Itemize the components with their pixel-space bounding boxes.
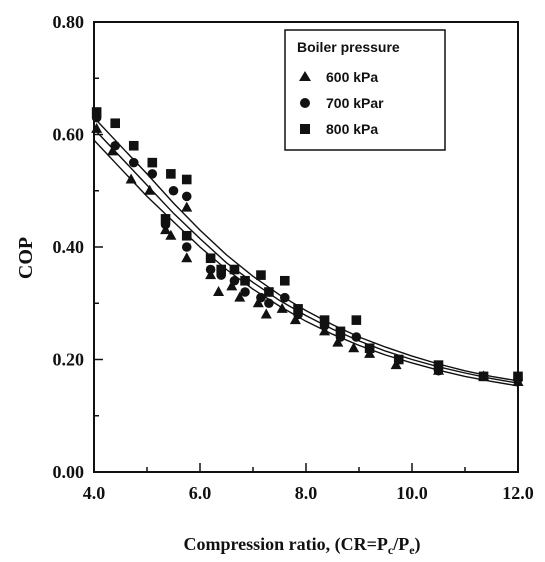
data-point-triangle: [125, 173, 137, 184]
data-point-square: [335, 326, 346, 337]
x-tick-label: 10.0: [396, 483, 428, 503]
data-point-circle: [256, 292, 266, 303]
data-point-square: [513, 371, 523, 382]
legend-item-700: 700 kPar: [300, 95, 384, 111]
fit-line-circle: [93, 128, 519, 384]
data-point-square: [256, 270, 266, 280]
data-point-triangle: [181, 252, 193, 263]
fit-line-square: [93, 117, 519, 382]
data-point-triangle: [289, 314, 301, 325]
square-marker-icon: [300, 124, 310, 134]
legend-label-700: 700 kPar: [326, 95, 384, 111]
x-axis-label-mid: /P: [392, 534, 409, 554]
y-tick-label: 0.20: [53, 350, 85, 370]
legend-item-800: 800 kPa: [300, 121, 378, 137]
data-point-circle: [240, 287, 250, 297]
data-point-square: [478, 371, 489, 382]
legend-label-600: 600 kPa: [326, 69, 378, 85]
fit-lines: [93, 117, 519, 387]
y-tick-label: 0.40: [53, 237, 85, 257]
data-point-triangle: [252, 297, 264, 308]
data-point-square: [433, 360, 444, 370]
x-axis-label-main: Compression ratio, (CR=P: [183, 534, 387, 555]
legend-label-800: 800 kPa: [326, 121, 378, 137]
data-point-circle: [205, 264, 216, 275]
y-tick-label: 0.80: [53, 12, 85, 32]
data-point-triangle: [91, 122, 103, 133]
legend: Boiler pressure 600 kPa 700 kPar 800 kPa: [284, 29, 446, 151]
markers: [91, 107, 524, 386]
fit-line-triangle: [93, 139, 519, 387]
circle-marker-icon: [300, 98, 310, 108]
data-point-triangle: [332, 336, 344, 347]
x-axis-label-sub1: c: [388, 543, 394, 557]
y-tick-label: 0.00: [53, 462, 85, 482]
data-point-square: [181, 230, 192, 241]
data-point-circle: [280, 292, 290, 303]
data-point-circle: [351, 332, 362, 342]
data-point-triangle: [144, 184, 156, 195]
data-point-circle: [264, 298, 274, 309]
data-point-square: [205, 253, 216, 264]
x-axis-label-end: ): [415, 534, 421, 555]
data-point-square: [216, 264, 226, 275]
data-point-triangle: [276, 302, 288, 313]
data-point-square: [364, 343, 375, 354]
data-point-square: [128, 140, 139, 151]
data-point-square: [166, 169, 176, 179]
x-tick-label: 8.0: [295, 483, 318, 503]
data-point-circle: [147, 169, 158, 179]
data-point-triangle: [165, 229, 177, 240]
y-tick-label: 0.60: [53, 125, 85, 145]
x-tick-label: 6.0: [189, 483, 212, 503]
data-point-square: [160, 214, 171, 224]
data-point-square: [264, 287, 274, 297]
axis-ticks: 4.0 6.0 8.0 10.0 12.0 0.00 0.20 0.40 0.60 0.80: [53, 12, 534, 503]
data-point-triangle: [181, 201, 193, 212]
data-point-square: [147, 157, 158, 168]
data-point-circle: [229, 275, 240, 286]
data-point-triangle: [260, 308, 272, 319]
data-point-square: [181, 174, 192, 185]
data-point-triangle: [226, 280, 238, 291]
legend-item-600: 600 kPa: [299, 69, 378, 85]
data-point-square: [229, 264, 240, 275]
triangle-marker-icon: [299, 71, 311, 81]
x-tick-label: 4.0: [83, 483, 106, 503]
y-axis-label: COP: [15, 237, 37, 279]
x-axis-label: Compression ratio, (CR=Pc/Pe): [183, 534, 420, 557]
data-point-circle: [181, 242, 192, 252]
legend-box: [284, 29, 446, 151]
data-point-square: [351, 315, 362, 325]
data-point-triangle: [107, 145, 119, 156]
data-point-circle: [110, 140, 120, 151]
x-tick-label: 12.0: [502, 483, 534, 503]
x-axis-label-sub2: e: [409, 543, 415, 557]
data-point-square: [393, 354, 404, 365]
legend-title: Boiler pressure: [297, 39, 400, 55]
data-point-triangle: [234, 291, 246, 302]
data-point-square: [240, 275, 250, 286]
data-point-triangle: [348, 342, 360, 353]
data-point-circle: [128, 157, 139, 168]
data-point-square: [91, 107, 102, 117]
data-point-triangle: [213, 286, 225, 296]
data-point-square: [110, 118, 120, 129]
data-point-square: [280, 275, 290, 286]
data-point-square: [319, 315, 330, 325]
data-point-circle: [181, 191, 192, 202]
data-point-circle: [168, 185, 179, 196]
data-point-square: [293, 304, 303, 314]
